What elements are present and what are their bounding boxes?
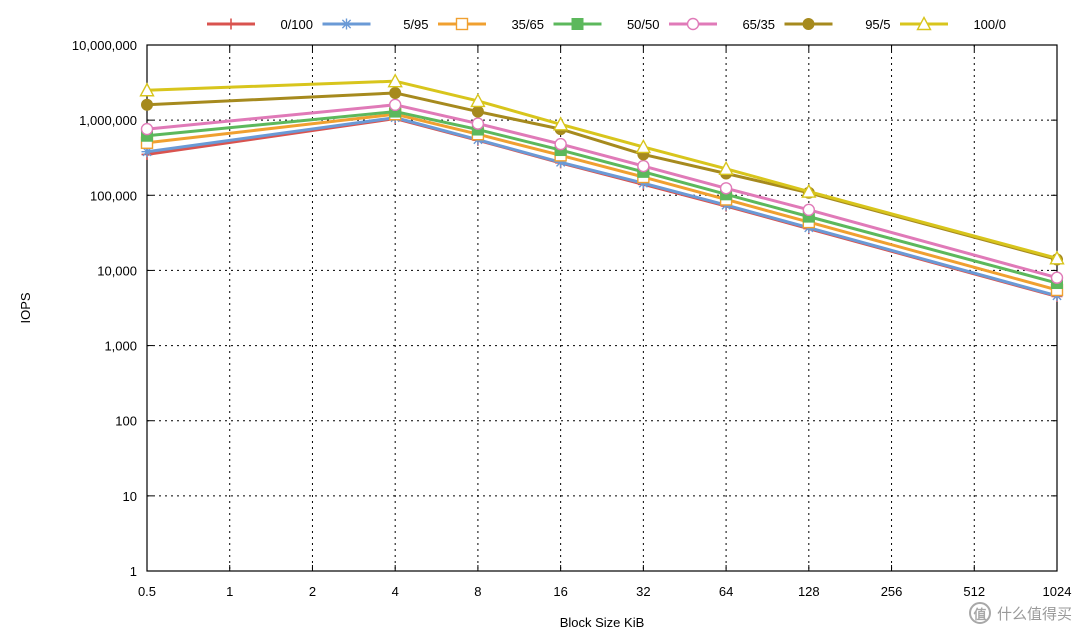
legend-label: 5/95 <box>403 17 428 32</box>
x-tick-label: 1024 <box>1043 584 1072 599</box>
data-point <box>801 183 817 198</box>
legend-label: 100/0 <box>973 17 1006 32</box>
series-line <box>146 112 1058 292</box>
watermark-logo-icon: 值 <box>968 602 991 624</box>
x-tick-label: 32 <box>636 584 650 599</box>
y-tick-label: 1,000,000 <box>79 113 137 128</box>
x-tick-label: 2 <box>309 584 316 599</box>
watermark-text: 什么值得买 <box>996 604 1072 623</box>
legend-label: 0/100 <box>280 17 313 32</box>
y-tick-label: 10 <box>123 489 137 504</box>
data-point <box>552 116 569 131</box>
y-axis-title: IOPS <box>18 292 33 323</box>
series-line <box>146 110 1058 285</box>
data-point <box>387 73 403 88</box>
legend-item: 35/65 <box>438 17 544 32</box>
legend-marker <box>571 18 584 30</box>
data-point <box>1050 271 1064 284</box>
series-line <box>146 103 1058 280</box>
legend-marker <box>686 17 700 31</box>
data-point <box>718 160 734 176</box>
series-65-35 <box>140 98 1064 284</box>
data-point <box>471 105 484 118</box>
x-tick-label: 16 <box>553 584 567 599</box>
data-point <box>637 159 650 173</box>
legend-item: 65/35 <box>669 17 775 32</box>
series <box>139 73 1065 302</box>
legend-marker <box>341 18 352 30</box>
x-tick-label: 4 <box>392 584 399 599</box>
y-tick-label: 100,000 <box>90 188 137 203</box>
series-line <box>146 79 1058 260</box>
series-95-5 <box>141 86 1063 266</box>
y-tick-label: 100 <box>115 414 137 429</box>
x-axis-title: Block Size KiB <box>560 615 645 630</box>
y-tick-label: 10,000,000 <box>72 38 137 53</box>
x-tick-label: 256 <box>881 584 903 599</box>
y-tick-label: 1,000 <box>104 339 137 354</box>
legend-label: 95/5 <box>865 17 890 32</box>
x-tick-label: 64 <box>719 584 733 599</box>
data-point <box>470 92 486 108</box>
data-point <box>1049 250 1065 265</box>
y-tick-label: 1 <box>130 564 137 579</box>
data-point <box>719 182 733 195</box>
data-point <box>471 117 485 130</box>
data-point <box>141 146 153 158</box>
legend-marker <box>916 16 932 31</box>
series-line <box>146 116 1058 298</box>
legend: 0/100 5/95 35/65 50/50 65/35 95/5 100/0 <box>207 16 1006 32</box>
series-line <box>146 91 1058 261</box>
data-point <box>140 122 154 136</box>
legend-marker <box>455 17 469 31</box>
legend-item: 5/95 <box>322 17 429 32</box>
series-100-0 <box>139 73 1065 265</box>
legend-item: 100/0 <box>900 16 1006 32</box>
data-point <box>555 156 567 168</box>
x-tick-label: 1 <box>226 584 233 599</box>
x-tick-label: 128 <box>798 584 820 599</box>
data-point <box>388 98 402 112</box>
x-axis-ticks: 0.5 1 2 4 8 16 32 64 128 256 512 1024 <box>138 45 1072 599</box>
data-point <box>554 137 567 151</box>
x-tick-label: 512 <box>963 584 985 599</box>
legend-label: 35/65 <box>511 17 544 32</box>
series-line <box>146 117 1058 298</box>
legend-marker <box>225 18 237 30</box>
legend-label: 65/35 <box>742 17 775 32</box>
data-point <box>141 98 153 111</box>
y-tick-label: 10,000 <box>97 263 137 278</box>
watermark: 值 什么值得买 <box>968 602 1072 624</box>
x-tick-label: 0.5 <box>138 584 156 599</box>
legend-label: 50/50 <box>627 17 660 32</box>
legend-item: 50/50 <box>553 17 660 32</box>
x-tick-label: 8 <box>474 584 481 599</box>
data-point <box>139 82 155 97</box>
data-point <box>635 138 652 154</box>
y-axis-ticks: 1 10 100 1,000 10,000 100,000 1,000,000 10,000,… <box>72 38 1057 579</box>
plot-frame <box>146 44 1058 572</box>
data-point <box>389 86 402 99</box>
data-point <box>802 203 816 217</box>
legend-marker <box>802 18 815 30</box>
legend-item: 0/100 <box>207 17 313 32</box>
legend-item: 95/5 <box>784 17 891 32</box>
